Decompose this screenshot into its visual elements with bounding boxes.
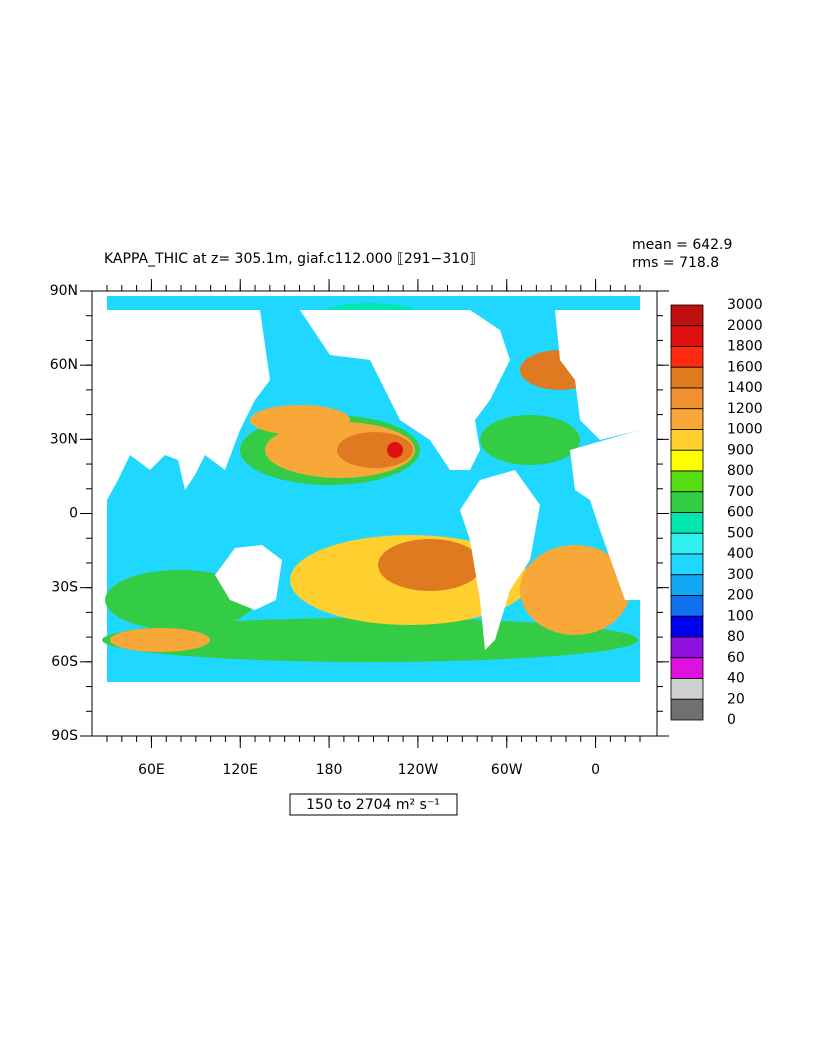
contour-blob <box>110 628 210 652</box>
colorbar-label: 1800 <box>727 339 763 355</box>
x-tick-label: 120W <box>398 762 439 778</box>
map-field <box>102 291 640 736</box>
contour-blob <box>250 405 350 435</box>
land <box>107 310 270 500</box>
x-tick-label: 60E <box>138 762 165 778</box>
colorbar-label: 1400 <box>727 380 763 396</box>
colorbar-box <box>670 657 704 679</box>
land <box>555 310 640 440</box>
contour-blob <box>102 618 638 662</box>
y-tick-label: 90S <box>51 728 78 744</box>
colorbar-box <box>670 595 704 617</box>
colorbar-box <box>670 698 704 721</box>
colorbar-box <box>670 574 704 596</box>
land <box>460 470 540 650</box>
colorbar-box <box>670 553 704 576</box>
colorbar-label: 20 <box>727 691 745 707</box>
contour-blob <box>387 442 403 458</box>
colorbar-box <box>670 304 704 327</box>
colorbar-label: 1200 <box>727 401 763 417</box>
contour-blob <box>480 415 580 465</box>
land <box>107 291 640 296</box>
colorbar-label: 900 <box>727 442 754 458</box>
colorbar-box <box>670 615 704 638</box>
colorbar-label: 500 <box>727 525 754 541</box>
colorbar-box <box>670 408 704 430</box>
y-tick-label: 60N <box>50 357 78 373</box>
colorbar-label: 60 <box>727 650 745 666</box>
colorbar-label: 0 <box>727 712 736 728</box>
colorbar-box <box>670 470 704 493</box>
colorbar-label: 800 <box>727 463 754 479</box>
chart-title: KAPPA_THIC at z= 305.1m, giaf.c112.000 ⟦… <box>104 251 476 267</box>
colorbar-box <box>670 429 704 451</box>
range-box <box>289 793 458 816</box>
colorbar-box <box>670 512 704 534</box>
contour-blob <box>105 570 255 630</box>
land <box>300 310 510 470</box>
x-tick-label: 60W <box>491 762 523 778</box>
y-tick-label: 30S <box>51 580 78 596</box>
colorbar-label: 80 <box>727 629 745 645</box>
land <box>107 682 640 736</box>
mean-label: mean = 642.9 <box>632 237 732 253</box>
range-label: 150 to 2704 m² s⁻¹ <box>306 797 440 813</box>
x-tick-label: 0 <box>591 762 600 778</box>
y-tick-label: 0 <box>69 506 78 522</box>
y-tick-label: 60S <box>51 654 78 670</box>
land <box>570 430 640 600</box>
contour-blob <box>378 539 482 591</box>
colorbar-label: 400 <box>727 546 754 562</box>
colorbar-box <box>670 325 704 347</box>
colorbar-label: 1000 <box>727 422 763 438</box>
rms-label: rms = 718.8 <box>632 255 719 271</box>
colorbar-label: 600 <box>727 505 754 521</box>
colorbar-label: 300 <box>727 567 754 583</box>
colorbar-label: 40 <box>727 671 745 687</box>
x-tick-label: 180 <box>316 762 343 778</box>
colorbar-label: 700 <box>727 484 754 500</box>
colorbar-box <box>670 678 704 700</box>
colorbar-box <box>670 366 704 389</box>
colorbar-label: 3000 <box>727 297 763 313</box>
y-tick-label: 30N <box>50 431 78 447</box>
x-tick-label: 120E <box>222 762 258 778</box>
colorbar-box <box>670 636 704 659</box>
colorbar-label: 200 <box>727 588 754 604</box>
y-tick-label: 90N <box>50 283 78 299</box>
colorbar-box <box>670 387 704 410</box>
colorbar-box <box>670 346 704 368</box>
colorbar-label: 1600 <box>727 359 763 375</box>
colorbar-label: 100 <box>727 608 754 624</box>
colorbar-label: 2000 <box>727 318 763 334</box>
colorbar-box <box>670 532 704 555</box>
colorbar-box <box>670 449 704 472</box>
contour-blob <box>337 432 413 468</box>
land <box>215 545 282 610</box>
colorbar-box <box>670 491 704 513</box>
contour-blob <box>520 545 630 635</box>
